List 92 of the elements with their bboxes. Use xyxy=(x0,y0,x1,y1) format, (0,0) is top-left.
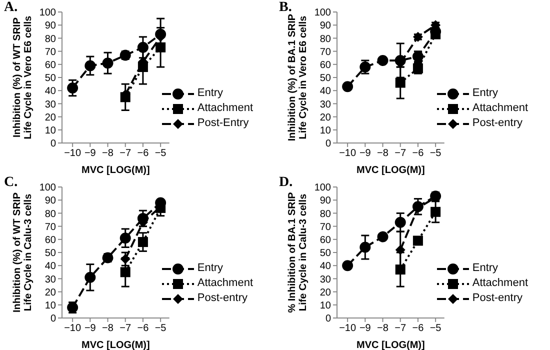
y-tick-label: 80 xyxy=(44,208,56,220)
y-tick-label: 70 xyxy=(44,222,56,233)
y-tick-label: 10 xyxy=(320,125,332,136)
x-tick-label: −5 xyxy=(154,148,167,160)
x-axis-title: MVC [LOG(M)] xyxy=(356,165,425,176)
x-tick-label: −9 xyxy=(359,148,372,160)
y-tick-label: 0 xyxy=(50,314,56,325)
x-tick-label: −10 xyxy=(64,323,82,334)
y-tick-label: 40 xyxy=(44,86,56,98)
y-tick-label: 0 xyxy=(325,138,332,150)
y-tick-label: 80 xyxy=(320,34,332,45)
x-tick-label: −7 xyxy=(394,323,406,334)
y-tick-label: 30 xyxy=(44,99,56,110)
legend-label: Entry xyxy=(197,261,224,276)
chart-title: A. xyxy=(4,0,18,16)
y-axis-title: Inhibition (%) of BA.1 SRIP Life Cycle in Vero E6 cells xyxy=(287,14,309,142)
y-tick-label: 60 xyxy=(44,234,56,246)
y-tick-label: 50 xyxy=(320,248,332,260)
y-tick-label: 20 xyxy=(320,287,332,298)
legend-label: Entry xyxy=(197,86,224,101)
y-tick-label: 30 xyxy=(320,274,332,286)
legend-label: Entry xyxy=(472,261,498,276)
legend-label: Post-entry xyxy=(197,291,248,306)
x-tick-label: −6 xyxy=(137,148,150,160)
y-tick-label: 40 xyxy=(320,86,332,98)
y-tick-label: 90 xyxy=(320,20,332,32)
y-tick-label: 50 xyxy=(44,248,56,260)
y-tick-label: 90 xyxy=(44,196,56,207)
x-tick-label: −5 xyxy=(430,323,442,334)
y-tick-label: 10 xyxy=(44,300,56,312)
y-tick-label: 60 xyxy=(44,60,56,71)
x-axis-title: MVC [LOG(M)] xyxy=(82,165,150,176)
x-tick-label: −10 xyxy=(339,323,356,334)
y-tick-label: 0 xyxy=(50,138,56,150)
x-tick-label: −8 xyxy=(377,323,389,334)
x-tick-label: −8 xyxy=(102,148,114,160)
y-tick-label: 100 xyxy=(39,8,56,19)
legend-label: Entry xyxy=(472,86,498,101)
x-tick-label: −10 xyxy=(339,148,356,160)
x-tick-label: −5 xyxy=(154,323,167,334)
x-tick-label: −10 xyxy=(64,148,82,160)
legend-label: Post-Entry xyxy=(197,116,249,131)
x-axis-title: MVC [LOG(M)] xyxy=(82,340,150,350)
legend-label: Attachment xyxy=(472,276,528,291)
chart-title: D. xyxy=(279,175,293,191)
legend-label: Attachment xyxy=(197,101,253,116)
y-axis-title: Inhibition (%) of WT SRIP Life Cycle in Calu-3 cells xyxy=(12,192,34,312)
x-tick-label: −9 xyxy=(359,323,372,334)
y-tick-label: 90 xyxy=(320,196,332,207)
legend-label: Post-entry xyxy=(472,116,522,131)
y-tick-label: 70 xyxy=(320,46,332,58)
y-tick-label: 0 xyxy=(325,314,332,325)
y-tick-label: 30 xyxy=(44,274,56,286)
y-tick-label: 60 xyxy=(320,234,332,246)
legend-label: Attachment xyxy=(472,101,528,116)
chart-title: C. xyxy=(4,175,18,191)
chart-title: B. xyxy=(279,0,292,15)
x-tick-label: −7 xyxy=(120,148,132,160)
y-tick-label: 100 xyxy=(39,182,56,194)
y-tick-label: 50 xyxy=(44,73,56,84)
x-tick-label: −7 xyxy=(394,148,406,160)
y-tick-label: 80 xyxy=(320,208,332,220)
y-tick-label: 40 xyxy=(44,261,56,272)
x-tick-label: −6 xyxy=(412,323,424,334)
y-tick-label: 10 xyxy=(44,125,56,136)
x-tick-label: −5 xyxy=(430,148,442,160)
y-tick-label: 30 xyxy=(320,99,332,110)
y-axis-title: Inhibition (%) of WT SRIP Life Cycle in Vero E6 cells xyxy=(12,15,34,140)
y-tick-label: 10 xyxy=(320,300,332,312)
x-tick-label: −6 xyxy=(412,148,424,160)
x-tick-label: −9 xyxy=(84,323,96,334)
y-axis-title: % Inhibition of BA.1 SRIP Life Cycle in Calu-3 cells xyxy=(287,192,309,313)
x-tick-label: −7 xyxy=(120,323,132,334)
y-tick-label: 70 xyxy=(44,46,56,58)
y-tick-label: 20 xyxy=(320,112,332,124)
x-tick-label: −8 xyxy=(102,323,114,334)
y-tick-label: 40 xyxy=(320,261,332,272)
y-tick-label: 70 xyxy=(320,222,332,233)
y-tick-label: 100 xyxy=(314,182,332,194)
y-tick-label: 90 xyxy=(44,20,56,32)
x-axis-title: MVC [LOG(M)] xyxy=(356,340,425,350)
y-tick-label: 20 xyxy=(44,112,56,124)
x-tick-label: −9 xyxy=(84,148,96,160)
y-tick-label: 60 xyxy=(320,60,332,71)
y-tick-label: 20 xyxy=(44,287,56,298)
x-tick-label: −6 xyxy=(137,323,150,334)
y-tick-label: 100 xyxy=(314,8,332,19)
y-tick-label: 80 xyxy=(44,34,56,45)
y-tick-label: 50 xyxy=(320,73,332,84)
legend-label: Attachment xyxy=(197,276,253,291)
x-tick-label: −8 xyxy=(377,148,389,160)
legend-label: Post-entry xyxy=(472,291,522,306)
